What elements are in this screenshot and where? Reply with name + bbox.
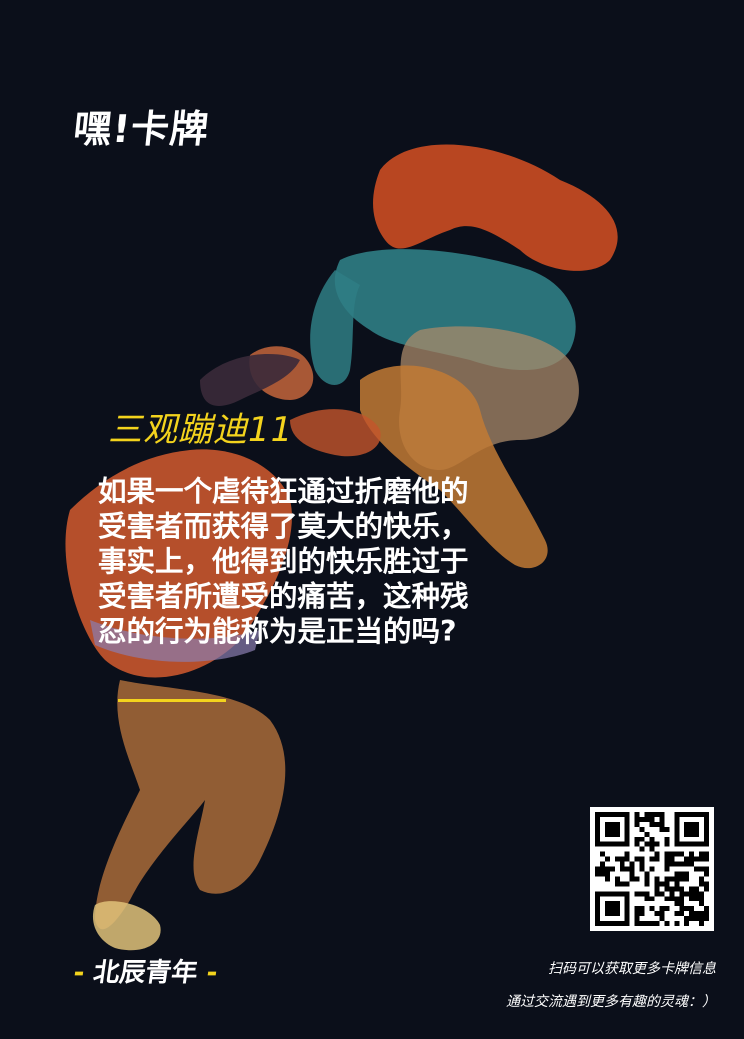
card-title: 三观蹦迪11 (108, 410, 294, 450)
qr-code-icon[interactable] (590, 807, 714, 931)
question-line: 受害者所遭受的痛苦，这种残 (98, 580, 469, 613)
org-name: 北辰青年 (91, 958, 200, 988)
question-line: 事实上，他得到的快乐胜过于 (98, 545, 469, 578)
org-logo: - 北辰青年 - (71, 952, 220, 989)
question-line: 忍的行为能称为是正当的吗? (98, 615, 457, 648)
brand-logo: 嘿!卡牌 (71, 107, 212, 151)
question-text: 如果一个虐待狂通过折磨他的 受害者而获得了莫大的快乐， 事实上，他得到的快乐胜过… (98, 474, 548, 649)
question-line: 如果一个虐待狂通过折磨他的 (98, 475, 469, 508)
scan-hint: 扫码可以获取更多卡牌信息 (548, 961, 716, 977)
question-line: 受害者而获得了莫大的快乐， (98, 510, 469, 543)
divider-line (118, 699, 226, 702)
community-hint: 通过交流遇到更多有趣的灵魂：） (506, 994, 716, 1010)
